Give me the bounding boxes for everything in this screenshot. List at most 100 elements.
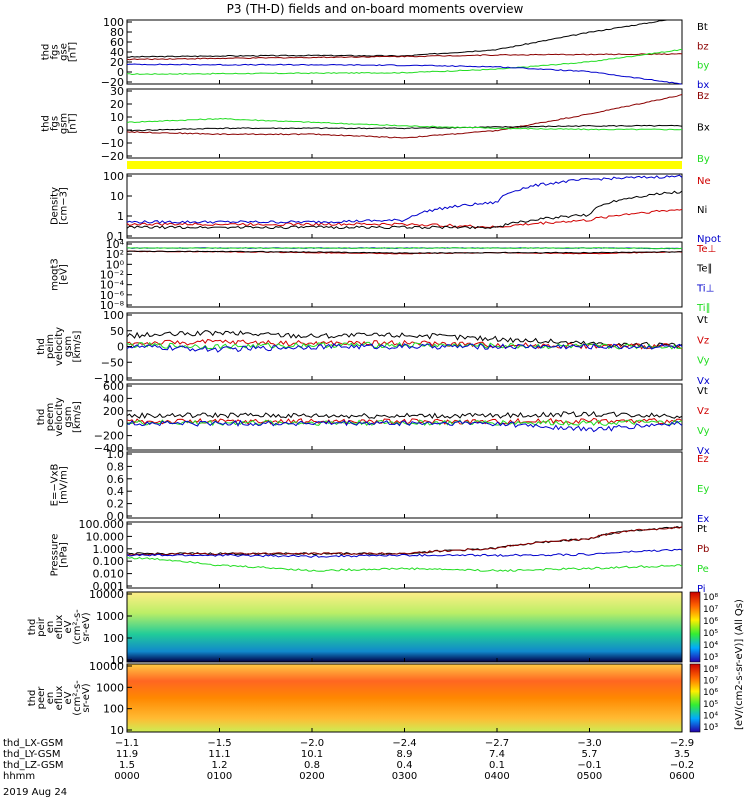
- y-axis-label: fgs: [50, 116, 61, 131]
- y-axis-label: fgs: [50, 44, 61, 59]
- series-line-Vx: [126, 343, 683, 353]
- y-tick-label: −20: [101, 76, 124, 89]
- x-tick-label: 0.8: [304, 760, 320, 771]
- y-axis-label: en: [45, 692, 56, 705]
- series-line-Ni: [126, 190, 683, 230]
- y-axis-label: [cm−3]: [59, 187, 70, 225]
- series-line-by: [126, 48, 683, 76]
- panels: 100806040200−20thdfgsgse[nT]Btbzbybx3020…: [27, 16, 721, 737]
- x-tick-label: −2.9: [670, 738, 694, 749]
- y-axis-label: thd: [27, 690, 38, 707]
- legend-Npot: Npot: [697, 234, 721, 245]
- x-tick-label: 11.9: [116, 749, 138, 760]
- y-axis-label: gsm: [63, 336, 74, 357]
- y-tick-label: −50: [101, 356, 124, 369]
- y-tick-label: 1000: [96, 681, 124, 694]
- x-row-label: thd_LX-GSM: [3, 738, 63, 749]
- x-row-label: thd_LY-GSM: [3, 749, 60, 760]
- y-tick-label: 30: [110, 85, 124, 98]
- x-tick-label: 10.1: [301, 749, 323, 760]
- y-axis-label: [km/s]: [72, 401, 83, 433]
- x-tick-label: 0200: [299, 771, 324, 782]
- y-axis-label: (cm²-s-: [72, 680, 83, 716]
- x-tick-label: −2.0: [300, 738, 324, 749]
- y-tick-label: 10⁻²: [100, 269, 124, 282]
- flag-bar: [127, 161, 682, 169]
- x-tick-label: 1.5: [119, 760, 135, 771]
- x-tick-label: 0500: [577, 771, 602, 782]
- legend-Pb: Pb: [697, 544, 709, 555]
- y-axis-label: thd: [36, 409, 47, 426]
- y-tick-label: 100.000: [79, 518, 125, 531]
- y-axis-label: eflux: [54, 686, 65, 711]
- x-tick-label: −1.5: [207, 738, 231, 749]
- series-line-Vz: [126, 417, 683, 425]
- legend-Bt: Bt: [697, 22, 708, 33]
- y-axis-label: peim: [45, 334, 56, 359]
- series-line-Bt: [126, 19, 682, 58]
- x-tick-label: 0300: [392, 771, 417, 782]
- y-axis-label: peir: [36, 616, 47, 636]
- y-tick-label: 20: [110, 98, 124, 111]
- colorbar-tick: 10³: [703, 723, 718, 733]
- x-tick-label: −2.7: [485, 738, 509, 749]
- y-tick-label: 10⁴: [106, 238, 125, 251]
- y-tick-label: −20: [101, 150, 124, 163]
- y-axis-label: velocity: [54, 397, 65, 436]
- y-tick-label: 100: [103, 703, 124, 716]
- legend-Ne: Ne: [697, 176, 711, 187]
- y-tick-label: 10²: [106, 248, 124, 261]
- legend-Ni: Ni: [697, 205, 707, 216]
- x-tick-label: 5.7: [582, 749, 598, 760]
- spectrogram-fill: [127, 592, 682, 662]
- series-line-Te∥: [126, 250, 683, 254]
- legend-Pe: Pe: [697, 564, 709, 575]
- y-tick-label: 1000: [96, 610, 124, 623]
- series-line-Ti∥: [126, 247, 683, 250]
- colorbar-tick: 10⁵: [703, 629, 718, 639]
- series-line-By: [126, 117, 683, 131]
- x-tick-label: 3.5: [674, 749, 690, 760]
- legend-Vx: Vx: [697, 376, 710, 387]
- y-axis-label: [eV]: [59, 264, 70, 285]
- y-tick-label: 10: [110, 190, 124, 203]
- colorbar: [689, 663, 701, 733]
- colorbar-tick: 10⁷: [703, 605, 718, 615]
- legend-Ey: Ey: [697, 484, 709, 495]
- y-tick-label: 0.8: [107, 460, 125, 473]
- y-axis-label: sr-eV): [81, 683, 92, 712]
- x-axis-labels: thd_LX-GSMthd_LY-GSMthd_LZ-GSMhhmm−1.111…: [3, 738, 695, 782]
- y-axis-label: (cm²-s-: [72, 609, 83, 645]
- colorbar: [689, 591, 701, 663]
- legend-Vt: Vt: [697, 315, 708, 326]
- legend-by: by: [697, 61, 709, 72]
- y-tick-label: 80: [110, 26, 124, 39]
- y-axis-label: velocity: [54, 327, 65, 366]
- legend-Pi: Pi: [697, 584, 706, 595]
- y-axis-label: thd: [41, 44, 52, 61]
- series-line-Vt: [126, 330, 683, 349]
- series-line-Vx: [126, 419, 683, 433]
- y-tick-label: 10⁻⁴: [100, 279, 125, 292]
- y-axis-label: moqt3: [50, 258, 61, 291]
- y-tick-label: 0: [117, 341, 124, 354]
- x-tick-label: 1.2: [212, 760, 228, 771]
- y-axis-label: gsm: [63, 406, 74, 427]
- panel-8: 10⁸10⁷10⁶10⁵10⁴10³10000100010010thdpeire…: [27, 588, 718, 667]
- colorbar-title: [eV/(cm2-s-sr-eV)] (All Qs): [734, 599, 745, 730]
- y-tick-label: 10: [110, 724, 124, 737]
- series-line-Pe: [126, 556, 683, 572]
- y-tick-label: 0.4: [107, 485, 125, 498]
- legend-bz: bz: [697, 41, 709, 52]
- x-row-label: thd_LZ-GSM: [3, 760, 64, 771]
- y-tick-label: 50: [110, 325, 124, 338]
- y-tick-label: 20: [110, 56, 124, 69]
- series-line-Bx: [126, 124, 683, 132]
- y-tick-label: 100: [103, 309, 124, 322]
- y-tick-label: 100: [103, 170, 124, 183]
- y-axis-label: [nT]: [68, 113, 79, 133]
- legend-bx: bx: [697, 80, 709, 91]
